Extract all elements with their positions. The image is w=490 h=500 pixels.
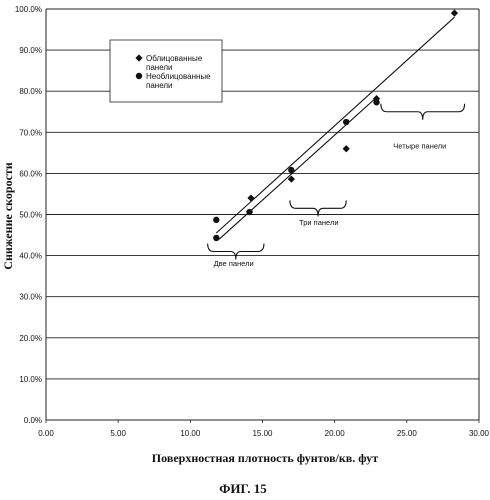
x-tick-label: 20.00 bbox=[325, 429, 346, 438]
circle-point bbox=[373, 99, 379, 105]
diamond-point bbox=[247, 194, 254, 201]
y-axis-title: Снижение скорости bbox=[1, 162, 15, 269]
x-tick-label: 0.00 bbox=[38, 429, 54, 438]
bracket-label: Две панели bbox=[214, 259, 254, 268]
legend-label-line2: панели bbox=[146, 81, 173, 90]
y-tick-label: 50.0% bbox=[19, 211, 42, 220]
y-tick-label: 10.0% bbox=[19, 375, 42, 384]
legend-label-line2: панели bbox=[146, 63, 173, 72]
circle-point bbox=[343, 119, 349, 125]
y-tick-label: 20.0% bbox=[19, 334, 42, 343]
curly-bracket bbox=[290, 200, 346, 216]
x-tick-label: 5.00 bbox=[110, 429, 126, 438]
y-tick-label: 80.0% bbox=[19, 87, 42, 96]
legend: ОблицованныепанелиНеоблицованныепанели bbox=[110, 40, 222, 102]
x-axis-title: Поверхностная плотность фунтов/кв. фут bbox=[152, 451, 378, 465]
bracket-label: Три панели bbox=[299, 218, 338, 227]
x-tick-label: 10.00 bbox=[180, 429, 201, 438]
y-tick-label: 90.0% bbox=[19, 46, 42, 55]
x-tick-label: 25.00 bbox=[397, 429, 418, 438]
circle-point bbox=[213, 235, 219, 241]
y-tick-label: 40.0% bbox=[19, 252, 42, 261]
y-tick-label: 70.0% bbox=[19, 128, 42, 137]
legend-label: Облицованные bbox=[146, 54, 203, 63]
y-tick-label: 0.0% bbox=[24, 416, 42, 425]
circle-point bbox=[246, 209, 252, 215]
x-tick-label: 30.00 bbox=[469, 429, 490, 438]
tick-labels: 0.0% 10.0% 20.0% 30.0% 40.0% 50.0% 60.0% 70.0% 8… bbox=[15, 5, 490, 438]
brackets bbox=[208, 104, 465, 260]
y-tick-label: 60.0% bbox=[19, 169, 42, 178]
legend-circle-marker bbox=[136, 73, 142, 79]
diamond-point bbox=[451, 10, 458, 17]
legend-label: Необлицованные bbox=[146, 72, 211, 81]
curly-bracket bbox=[208, 243, 264, 259]
figure-label: ФИГ. 15 bbox=[219, 481, 267, 496]
diamond-point bbox=[343, 145, 350, 152]
curly-bracket bbox=[381, 104, 465, 120]
annotations: Две панели Три панели Четыре панели bbox=[214, 142, 447, 268]
y-tick-label: 30.0% bbox=[19, 293, 42, 302]
trendline bbox=[216, 17, 454, 233]
circle-point bbox=[213, 217, 219, 223]
bracket-label: Четыре панели bbox=[393, 142, 446, 151]
y-tick-label: 100.0% bbox=[15, 5, 42, 14]
trendline bbox=[219, 97, 376, 239]
circle-point bbox=[288, 167, 294, 173]
x-tick-label: 15.00 bbox=[252, 429, 273, 438]
